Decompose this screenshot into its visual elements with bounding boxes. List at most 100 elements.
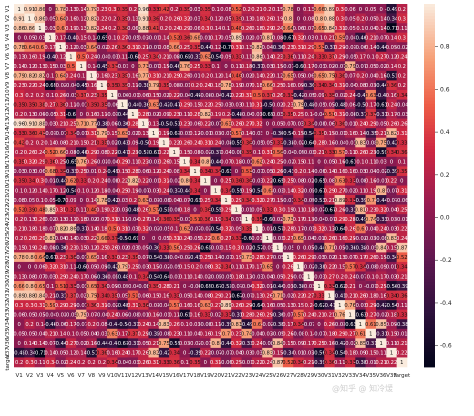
heatmap-cell: [344, 61, 356, 72]
cell-value-label: 0.18: [251, 83, 263, 89]
colorbar-segment: [424, 215, 435, 220]
cell-value-label: 0.35: [117, 16, 129, 22]
heatmap-cell: [396, 347, 408, 358]
cell-value-label: 1: [152, 131, 155, 137]
cell-value-label: 0.34: [220, 188, 232, 194]
heatmap-cell: [158, 51, 170, 62]
cell-value-label: 0.18: [24, 226, 36, 232]
cell-value-label: 0.21: [86, 141, 98, 147]
colorbar-segment: [424, 264, 435, 268]
cell-value-label: 0.11: [65, 265, 77, 271]
colorbar-segment: [424, 303, 435, 307]
colorbar-segment: [424, 309, 435, 313]
heatmap-cell: [158, 347, 170, 358]
cell-value-label: 0.89: [334, 198, 346, 204]
cell-value-label: 0: [204, 188, 207, 194]
cell-value-label: -0.38: [354, 360, 367, 366]
cell-value-label: 0.34: [179, 169, 191, 175]
cell-value-label: 0.11: [396, 303, 408, 309]
cell-value-label: 0.31: [34, 303, 46, 309]
heatmap-cell: [324, 128, 335, 139]
heatmap-cell: [251, 290, 263, 301]
heatmap-cell: [96, 271, 108, 282]
y-tick-label: V12: [5, 108, 11, 119]
heatmap-cell: [200, 175, 211, 186]
cell-value-label: -0.03: [106, 55, 119, 61]
cell-value-label: 0.36: [241, 141, 253, 147]
heatmap-cell: [24, 214, 35, 225]
cell-value-label: 0.02: [303, 179, 315, 185]
heatmap-cell: [396, 175, 408, 186]
cell-value-label: 0.02: [324, 64, 336, 70]
cell-value-label: 0.03: [262, 332, 274, 338]
cell-value-label: 0.32: [293, 188, 305, 194]
cell-value-label: 0.27: [282, 236, 294, 242]
heatmap-cell: [76, 252, 87, 263]
cell-value-label: 0.29: [262, 26, 274, 32]
cell-value-label: 0.05: [24, 35, 36, 41]
heatmap-cell: [293, 89, 304, 100]
cell-value-label: 0.25: [127, 265, 139, 271]
heatmap-cell: [200, 319, 211, 330]
heatmap-cell: [262, 242, 273, 253]
heatmap-cell: [117, 233, 129, 244]
heatmap-cell: [210, 128, 222, 139]
cell-value-label: 0.29: [231, 198, 243, 204]
heatmap-cell: [169, 195, 180, 205]
colorbar-segment: [424, 4, 435, 8]
cell-value-label: -0.05: [302, 198, 315, 204]
cell-value-label: 0.09: [65, 198, 77, 204]
cell-value-label: 0.03: [241, 351, 253, 357]
heatmap-cell: [344, 99, 356, 110]
heatmap-cell: [365, 223, 377, 234]
x-tick-label: V5: [57, 373, 65, 379]
heatmap-cell: [24, 357, 35, 368]
heatmap-cell: [189, 300, 201, 310]
heatmap-cell: [210, 61, 222, 72]
heatmap-cell: [169, 32, 180, 43]
cell-value-label: 0.36: [334, 74, 346, 80]
cell-value-label: 0.06: [344, 102, 356, 108]
cell-value-label: -0.02: [168, 179, 181, 185]
cell-value-label: 0.03: [96, 332, 108, 338]
cell-value-label: 0.63: [200, 303, 212, 309]
heatmap-cell: [14, 328, 25, 339]
cell-value-label: -0.01: [343, 141, 356, 147]
cell-value-label: 0.02: [117, 246, 129, 252]
colorbar-segment: [424, 321, 435, 326]
cell-value-label: -0.36: [271, 45, 284, 51]
heatmap-cell: [334, 4, 346, 14]
heatmap-cell: [179, 252, 191, 263]
heatmap-cell: [293, 195, 304, 205]
y-tick-label: V19: [5, 175, 11, 186]
heatmap-cell: [158, 204, 170, 215]
heatmap-cell: [127, 175, 139, 186]
cell-value-label: 0.71: [137, 64, 149, 70]
heatmap-cell: [24, 61, 35, 72]
cell-value-label: 0.05: [293, 74, 305, 80]
heatmap-cell: [55, 80, 67, 91]
heatmap-cell: [158, 357, 170, 368]
cell-value-label: 0.23: [169, 112, 181, 118]
heatmap-cell: [158, 271, 170, 282]
heatmap-cell: [262, 261, 273, 272]
colorbar-segment: [424, 342, 435, 347]
heatmap-cell: [272, 51, 284, 62]
cell-value-label: 0.11: [375, 351, 387, 357]
cell-value-label: 0.13: [324, 226, 336, 232]
cell-value-label: 0.24: [386, 102, 398, 108]
heatmap-cell: [386, 175, 397, 186]
cell-value-label: -0.04: [126, 217, 140, 223]
heatmap-cell: [45, 328, 56, 339]
heatmap-cell: [272, 61, 284, 72]
colorbar-segment: [424, 273, 435, 277]
cell-value-label: -0.02: [354, 236, 367, 242]
cell-value-label: 0.18: [231, 160, 243, 166]
cell-value-label: 0.26: [262, 293, 274, 299]
cell-value-label: 0.14: [34, 341, 46, 347]
cell-value-label: 1: [173, 150, 176, 156]
cell-value-label: 0.7: [222, 332, 230, 338]
heatmap-cell: [45, 347, 56, 358]
heatmap-cell: [96, 347, 108, 358]
x-tick-label: V36: [376, 373, 387, 379]
